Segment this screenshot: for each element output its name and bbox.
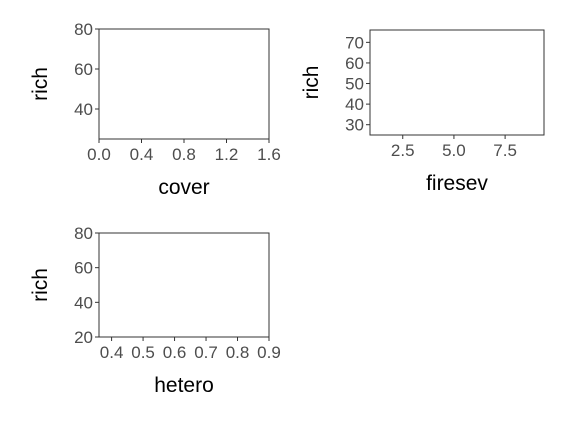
y-tick-label: 50 [345, 75, 364, 94]
y-tick-label: 40 [74, 293, 93, 312]
panel-border [369, 29, 545, 136]
x-tick-label: 0.8 [226, 343, 250, 362]
x-tick-label: 0.9 [257, 343, 281, 362]
y-tick-label: 60 [345, 54, 364, 73]
y-tick-label: 60 [74, 259, 93, 278]
x-tick-label: 1.6 [257, 145, 281, 164]
x-tick-label: 0.7 [194, 343, 218, 362]
y-tick-label: 40 [74, 100, 93, 119]
y-tick-label: 30 [345, 116, 364, 135]
y-axis-title: rich [29, 67, 52, 101]
panel-hetero: 0.4 0.5 0.6 0.7 0.8 0.9 20 40 60 80 hetero rich [29, 224, 281, 397]
x-axis-title: cover [158, 176, 209, 199]
y-tick-label: 70 [345, 33, 364, 52]
x-tick-label: 2.5 [391, 141, 415, 160]
x-axis-title: hetero [154, 374, 214, 397]
y-tick-label: 60 [74, 60, 93, 79]
y-tick-label: 80 [74, 20, 93, 39]
x-tick-label: 0.8 [172, 145, 196, 164]
y-tick-label: 80 [74, 224, 93, 243]
x-tick-label: 5.0 [442, 141, 466, 160]
y-axis-title: rich [29, 268, 52, 302]
y-axis-title: rich [300, 66, 323, 100]
x-tick-label: 0.5 [131, 343, 155, 362]
x-axis-title: firesev [426, 172, 488, 195]
x-tick-label: 0.4 [100, 343, 124, 362]
x-tick-label: 0.4 [130, 145, 154, 164]
x-tick-label: 1.2 [215, 145, 239, 164]
panel-border [98, 232, 270, 338]
y-tick-label: 40 [345, 95, 364, 114]
panel-cover: 0.0 0.4 0.8 1.2 1.6 40 60 80 cover rich [29, 20, 281, 199]
y-tick-label: 20 [74, 328, 93, 347]
x-tick-label: 7.5 [493, 141, 517, 160]
panel-border [98, 28, 270, 140]
x-tick-label: 0.0 [87, 145, 111, 164]
x-tick-label: 0.6 [163, 343, 187, 362]
